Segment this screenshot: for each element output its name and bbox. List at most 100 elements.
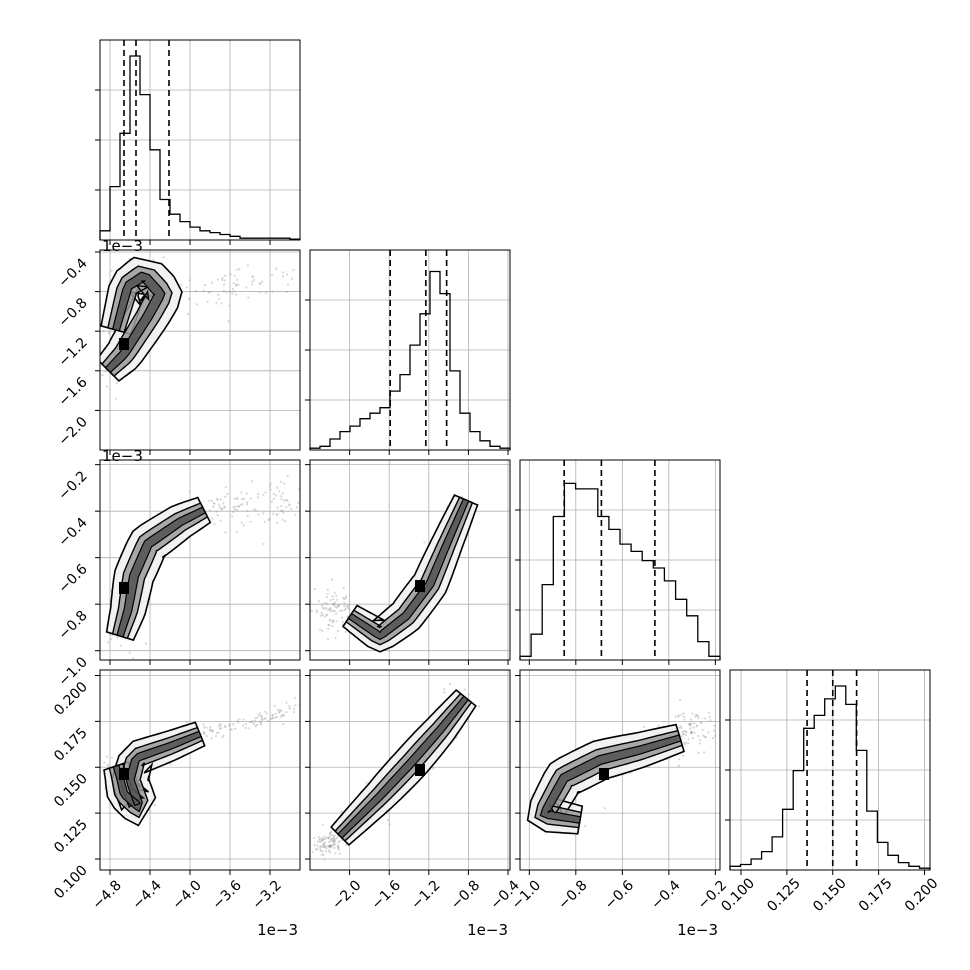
scatter-point <box>694 715 697 718</box>
scatter-point <box>238 268 241 271</box>
scatter-point <box>292 269 295 272</box>
scatter-point <box>224 531 227 534</box>
scatter-point <box>316 844 319 847</box>
x-tick-label: 0.175 <box>856 875 896 915</box>
scatter-point <box>286 290 289 293</box>
scatter-point <box>211 517 214 520</box>
scatter-point <box>317 836 320 839</box>
scatter-point <box>281 492 284 495</box>
y-tick-label: −0.4 <box>55 515 90 550</box>
scatter-point <box>455 736 458 739</box>
scatter-point <box>329 599 332 602</box>
scatter-point <box>269 482 272 486</box>
scatter-point <box>283 499 286 502</box>
scatter-point <box>642 725 646 729</box>
scatter-point <box>325 613 328 616</box>
scatter-point <box>229 273 232 276</box>
scatter-point <box>233 274 236 277</box>
scatter-point <box>697 751 700 755</box>
scatter-point <box>144 642 148 645</box>
scatter-point <box>323 615 326 618</box>
scatter-point <box>241 498 244 501</box>
panel-3-1: −2.0 −1.6 −1.2 −0.8 −0.4 <box>305 669 523 913</box>
scatter-point <box>332 839 336 842</box>
scatter-point <box>329 607 333 610</box>
contour-inner <box>104 271 166 374</box>
scatter-point <box>325 596 328 599</box>
scatter-point <box>276 506 279 509</box>
scatter-point <box>221 735 224 739</box>
scatter-point <box>321 613 324 616</box>
scatter-point <box>116 636 119 639</box>
scatter-point <box>233 497 236 500</box>
scatter-point <box>325 836 328 840</box>
scatter-point <box>234 727 237 730</box>
scatter-point <box>202 730 205 734</box>
scatter-point <box>268 485 272 488</box>
scatter-point <box>700 721 703 725</box>
scatter-point <box>210 730 213 733</box>
scatter-point <box>245 492 248 495</box>
scatter-point <box>342 596 345 600</box>
scatter-point <box>222 734 225 737</box>
scatter-point <box>216 278 220 281</box>
scatter-point <box>270 500 273 503</box>
scatter-point <box>316 847 319 851</box>
scatter-point <box>320 840 323 843</box>
scatter-point <box>114 397 117 400</box>
x-tick-label: −3.6 <box>209 877 244 912</box>
scatter-point <box>278 711 281 714</box>
scatter-point <box>242 718 245 721</box>
scatter-point <box>689 727 692 730</box>
scatter-point <box>246 264 249 267</box>
scatter-point <box>231 287 235 290</box>
scatter-point <box>267 519 270 522</box>
scatter-point <box>340 810 344 813</box>
scatter-point <box>213 502 216 505</box>
scatter-point <box>269 488 272 491</box>
scatter-point <box>280 509 283 512</box>
scatter-point <box>336 604 339 608</box>
scatter-point <box>322 842 325 845</box>
scatter-point <box>272 492 275 496</box>
scatter-point <box>281 509 284 512</box>
scatter-point <box>321 823 324 827</box>
scatter-point <box>331 837 334 841</box>
scatter-point <box>291 277 294 280</box>
scatter-point <box>286 474 289 477</box>
scatter-point <box>321 606 324 609</box>
scatter-point <box>269 717 273 720</box>
scatter-point <box>320 853 323 856</box>
scatter-point <box>275 715 279 718</box>
scatter-point <box>260 721 263 725</box>
scatter-point <box>288 503 291 506</box>
y-tick-label: −0.8 <box>55 608 90 643</box>
scatter-point <box>674 715 677 718</box>
panel-1-1 <box>305 249 511 455</box>
scatter-point <box>278 710 281 713</box>
scatter-point <box>333 846 336 850</box>
x-offset-label: 1e−3 <box>677 921 718 939</box>
scatter-point <box>332 603 335 606</box>
scatter-point <box>232 290 235 293</box>
scatter-point <box>195 290 198 293</box>
x-tick-label: −4.4 <box>129 877 164 912</box>
x-tick-label: −4.8 <box>89 877 124 912</box>
scatter-point <box>209 726 212 729</box>
y-tick-label: −1.2 <box>55 335 90 370</box>
scatter-point <box>217 293 220 296</box>
scatter-point <box>677 764 681 768</box>
scatter-point <box>186 312 190 315</box>
scatter-point <box>327 624 330 627</box>
scatter-point <box>258 291 261 294</box>
scatter-point <box>216 514 219 517</box>
scatter-point <box>218 503 221 506</box>
scatter-point <box>677 715 680 718</box>
scatter-point <box>237 505 240 508</box>
scatter-point <box>169 763 172 766</box>
scatter-point <box>285 506 288 509</box>
scatter-point <box>218 506 221 509</box>
scatter-point <box>690 732 693 735</box>
scatter-point <box>335 612 338 615</box>
